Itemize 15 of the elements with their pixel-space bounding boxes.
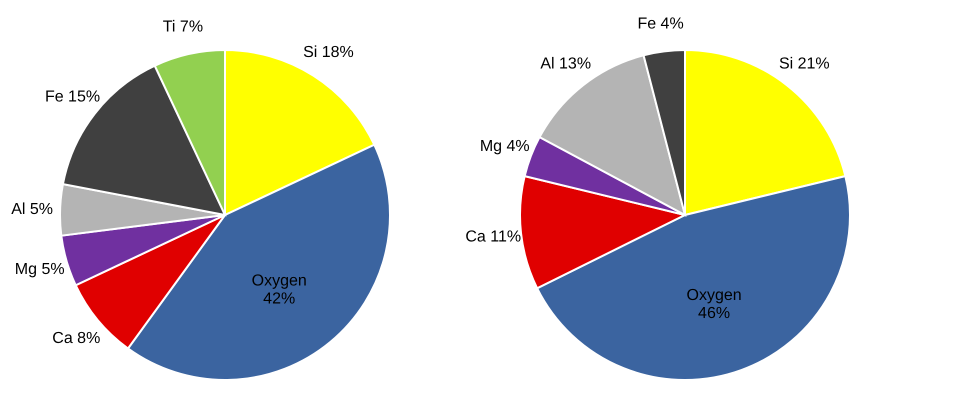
slice-label: Mg 5% <box>14 260 65 278</box>
slice-label: Si 21% <box>778 55 830 72</box>
slice-label: Oxygen <box>252 272 307 290</box>
data-label: 46% <box>698 304 730 322</box>
slice-label: Ca 11% <box>465 228 522 246</box>
slice-label: Oxygen <box>686 286 742 304</box>
slice-label: Al 13% <box>540 55 592 72</box>
slice-label: Mg 4% <box>480 138 530 156</box>
slice-label: Ca 8% <box>52 330 100 348</box>
slice-label: Ti 7% <box>162 18 204 36</box>
slice-label: Fe 15% <box>44 88 100 106</box>
slice-label: Al 5% <box>11 200 53 218</box>
slice-label: Si 18% <box>303 44 354 62</box>
data-label: 42% <box>263 290 296 308</box>
slice-label: Fe 4% <box>637 16 684 33</box>
